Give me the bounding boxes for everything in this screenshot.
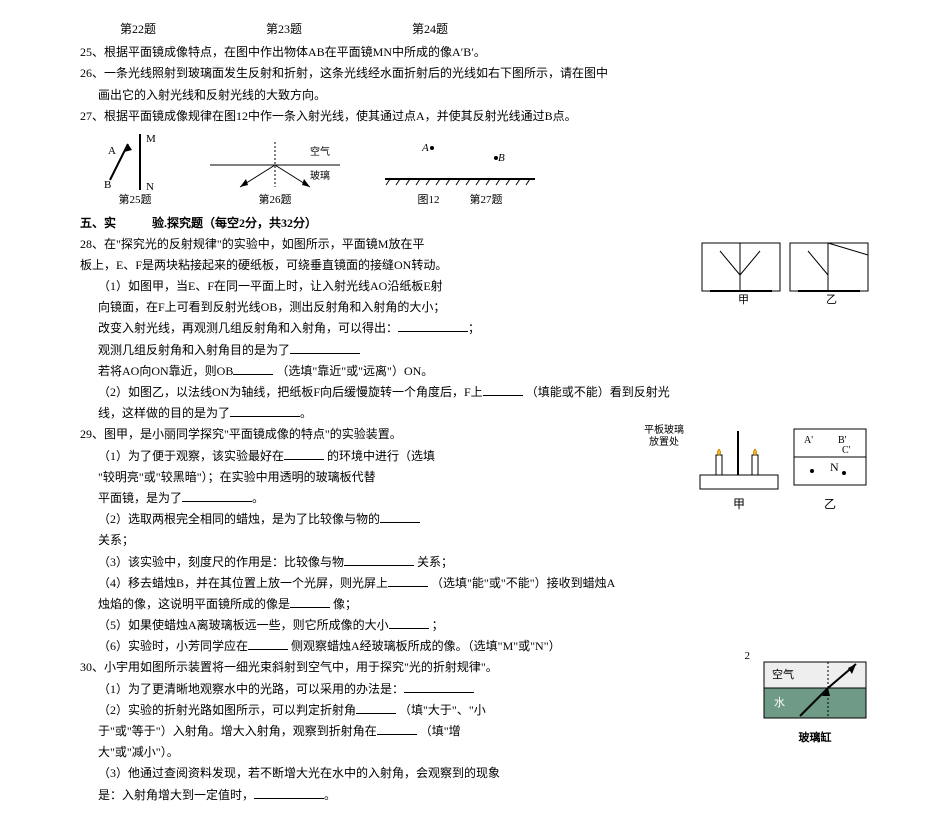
- q28-1d: 观测几组反射角和入射角目的是为了: [98, 343, 290, 357]
- q26-text-a: 26、一条光线照射到玻璃面发生反射和折射，这条光线经水面折射后的光线如右下图所示…: [80, 64, 870, 83]
- q30-tank-label: 玻璃缸: [760, 730, 870, 748]
- q29-3b: 关系；: [417, 555, 453, 569]
- q28-figures: 甲 乙: [700, 235, 870, 305]
- q29-yi-svg: A' B' C' N: [790, 425, 870, 495]
- fig26-air: 空气: [310, 145, 330, 158]
- q28-1e: 若将AO向ON靠近，则OB: [98, 364, 233, 378]
- q29-4b: 烛焰的像，这说明平面镜所成的像是: [98, 597, 290, 611]
- fig-27: A B 图12 第27题: [380, 137, 540, 210]
- fig26-label: 第26题: [259, 192, 292, 210]
- q30-2b: 于"或"等于"）入射角。增大入射角，观察到折射角在: [98, 724, 377, 738]
- blank: [377, 722, 417, 735]
- q26-text-b: 画出它的入射光线和反射光线的大致方向。: [98, 86, 870, 105]
- fig-25: M N A B 第25题: [100, 132, 170, 210]
- q30-2a: （2）实验的折射光路如图所示，可以判定折射角: [98, 703, 356, 717]
- blank: [290, 341, 360, 354]
- svg-text:空气: 空气: [772, 667, 794, 681]
- blank: [254, 786, 324, 799]
- q28-1e2: （选填"靠近"或"远离"）ON。: [276, 364, 433, 378]
- svg-text:A: A: [108, 145, 116, 157]
- blank: [233, 362, 273, 375]
- blank: [483, 383, 523, 396]
- blank: [230, 404, 300, 417]
- svg-text:N: N: [830, 460, 839, 474]
- blank: [389, 616, 429, 629]
- q28-2a: （2）如图乙，以法线ON为轴线，把纸板F向后缓慢旋转一个角度后，F上: [98, 385, 483, 399]
- q30-1: （1）为了更清晰地观察水中的光路，可以采用的办法是：: [98, 682, 404, 696]
- q29-1a2: 的环境中进行（选填: [327, 449, 435, 463]
- blank: [290, 595, 330, 608]
- label-22: 第22题: [120, 20, 156, 39]
- q28-2b: 线，这样做的目的是为了: [98, 406, 230, 420]
- page-number: 2: [745, 650, 751, 662]
- q27-text: 27、根据平面镜成像规律在图12中作一条入射光线，使其通过点A，并使其反射光线通…: [80, 107, 870, 126]
- q29-2: （2）选取两根完全相同的蜡烛，是为了比较像与物的: [98, 512, 380, 526]
- section-5-title: 五、实 验.探究题（每空2分，共32分）: [80, 214, 870, 233]
- blank: [356, 701, 396, 714]
- q29-1c: 平面镜，是为了: [98, 491, 182, 505]
- svg-text:乙: 乙: [826, 293, 837, 305]
- blank: [398, 319, 468, 332]
- q28-1c: 改变入射光线，再观测几组反射角和入射角，可以得出：: [98, 321, 398, 335]
- q29-jia-label: 甲: [694, 495, 784, 514]
- q30-3b: 是：入射角增大到一定值时，: [98, 788, 254, 802]
- q29-3: （3）该实验中，刻度尺的作用是：比较像与物: [98, 555, 344, 569]
- q29-figures: 甲 A' B' C' N 乙: [694, 425, 870, 514]
- svg-text:B: B: [104, 179, 111, 191]
- q29-4b2: 像；: [333, 597, 357, 611]
- q30-stem: 30、小宇用如图所示装置将一细光束斜射到空气中，用于探究"光的折射规律"。: [80, 658, 870, 677]
- q29-6b: 侧观察蜡烛A经玻璃板所成的像。（选填"M"或"N"）: [291, 639, 561, 653]
- q30-3a: （3）他通过查阅资料发现，若不断增大光在水中的入射角，会观察到的现象: [98, 764, 870, 783]
- q29-4a: （4）移去蜡烛B，并在其位置上放一个光屏，则光屏上: [98, 576, 388, 590]
- q30-svg: 空气 水: [760, 658, 870, 730]
- blank: [248, 637, 288, 650]
- q29-jia-svg: [694, 425, 784, 495]
- q29-6: （6）实验时，小芳同学应在: [98, 639, 248, 653]
- svg-text:N: N: [146, 181, 154, 192]
- blank: [380, 510, 420, 523]
- fig26-glass: 玻璃: [310, 169, 330, 182]
- fig25-label: 第25题: [119, 192, 152, 210]
- fig25-svg: M N A B: [100, 132, 170, 192]
- q29-1a: （1）为了便于观察，该实验最好在: [98, 449, 284, 463]
- q30-2b2: （填"增: [420, 724, 461, 738]
- blank: [344, 553, 414, 566]
- fig12-label: 图12: [418, 192, 440, 210]
- q25-text: 25、根据平面镜成像特点，在图中作出物体AB在平面镜MN中所成的像A′B′。: [80, 43, 870, 62]
- q29-yi-label: 乙: [790, 495, 870, 514]
- fig-26: 空气 玻璃 第26题: [200, 137, 350, 210]
- q30-2c: 大"或"减小"）。: [98, 743, 870, 762]
- q29-2b: 关系；: [98, 531, 870, 550]
- q29-5: （5）如果使蜡烛A离玻璃板远一些，则它所成像的大小: [98, 618, 389, 632]
- blank: [182, 489, 252, 502]
- fig26-svg: 空气 玻璃: [200, 137, 350, 192]
- q30-2a2: （填"大于"、"小: [399, 703, 486, 717]
- svg-text:A: A: [421, 142, 429, 154]
- figure-row: M N A B 第25题 空气 玻璃 第26题: [100, 132, 870, 210]
- svg-text:甲: 甲: [738, 294, 749, 305]
- fig27-svg: A B: [380, 137, 540, 192]
- svg-text:C': C': [842, 445, 851, 456]
- fig27-label: 第27题: [470, 192, 503, 210]
- q29-4a2: （选填"能"或"不能"）接收到蜡烛A: [431, 576, 615, 590]
- blank: [388, 574, 428, 587]
- blank: [404, 680, 474, 693]
- svg-text:A': A': [804, 435, 813, 446]
- label-24: 第24题: [412, 20, 448, 39]
- svg-text:B: B: [498, 152, 505, 164]
- svg-text:M: M: [146, 133, 156, 145]
- q28-svg: 甲 乙: [700, 235, 870, 305]
- q29-5b: ；: [432, 618, 444, 632]
- q29-top-label: 平板玻璃放置处: [644, 425, 684, 449]
- label-23: 第23题: [266, 20, 302, 39]
- svg-text:水: 水: [774, 696, 785, 709]
- blank: [284, 447, 324, 460]
- q28-2a2: （填能或不能）看到反射光: [526, 385, 670, 399]
